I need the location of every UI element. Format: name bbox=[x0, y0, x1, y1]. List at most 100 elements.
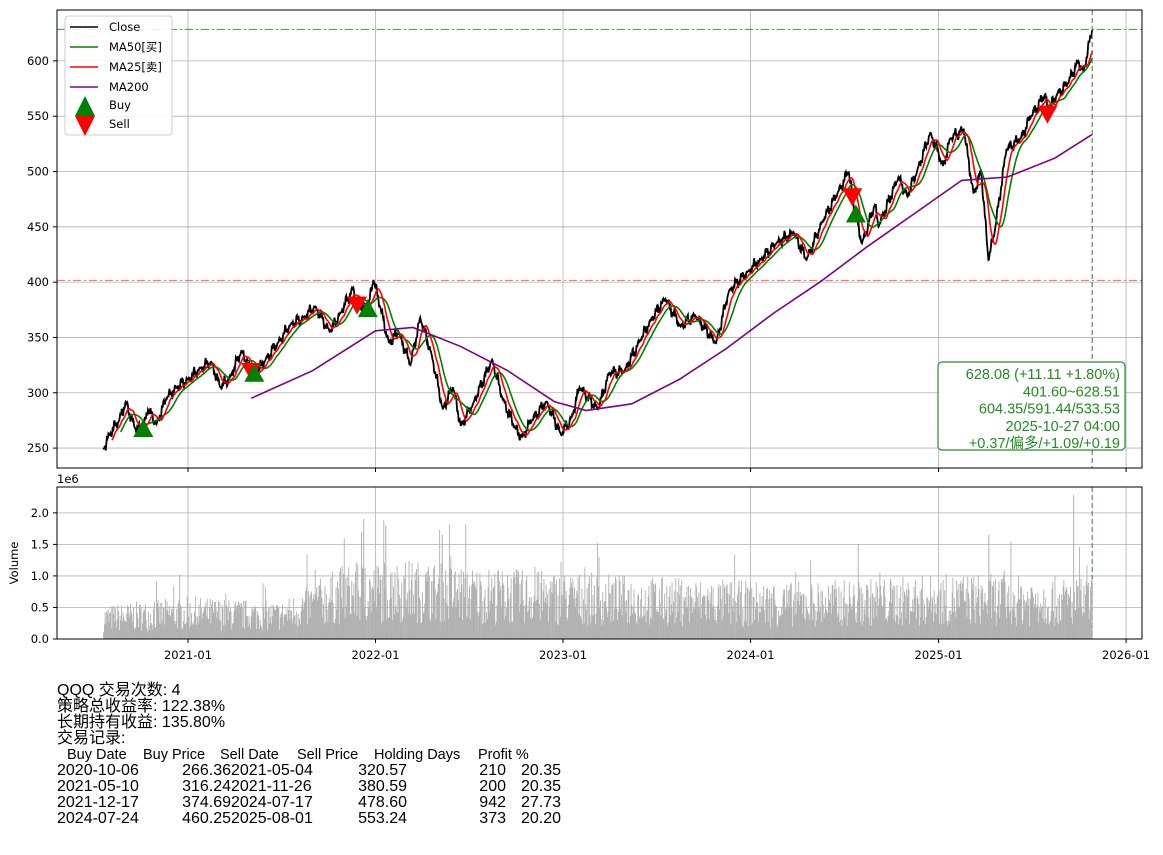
volume-bar bbox=[534, 566, 536, 639]
volume-bar bbox=[401, 583, 403, 639]
volume-bar bbox=[632, 606, 634, 639]
volume-bar bbox=[977, 575, 979, 639]
volume-bar bbox=[1042, 619, 1044, 639]
legend-label: MA25[卖] bbox=[109, 60, 162, 74]
volume-bar bbox=[203, 608, 205, 639]
volume-bar bbox=[652, 577, 654, 639]
volume-bar bbox=[1050, 620, 1051, 639]
volume-bar bbox=[884, 596, 886, 639]
volume-bar bbox=[271, 604, 273, 639]
volume-bar bbox=[420, 622, 422, 639]
volume-bar bbox=[512, 621, 514, 639]
volume-bar bbox=[1041, 605, 1043, 639]
volume-bar bbox=[642, 615, 644, 639]
volume-bar bbox=[1006, 592, 1008, 639]
volume-bar bbox=[708, 600, 709, 639]
volume-bar bbox=[510, 593, 511, 639]
volume-bar bbox=[687, 607, 689, 639]
volume-bar bbox=[1057, 597, 1059, 639]
volume-bar bbox=[946, 620, 948, 639]
volume-bar bbox=[1043, 589, 1045, 639]
volume-bar bbox=[987, 600, 989, 639]
volume-bar bbox=[588, 583, 590, 639]
volume-bar bbox=[373, 570, 375, 639]
volume-bar bbox=[577, 593, 578, 639]
volume-bar bbox=[922, 598, 924, 639]
volume-bar bbox=[372, 589, 374, 639]
volume-bar bbox=[1056, 606, 1057, 639]
volume-bar bbox=[826, 611, 828, 639]
volume-bar bbox=[199, 615, 201, 639]
volume-bar bbox=[1066, 588, 1068, 639]
volume-bar bbox=[521, 580, 522, 639]
volume-bar bbox=[1021, 624, 1023, 639]
volume-bar bbox=[991, 618, 993, 639]
volume-bar bbox=[998, 581, 1000, 639]
volume-bar bbox=[900, 586, 902, 639]
volume-bar bbox=[184, 624, 186, 639]
volume-bar bbox=[568, 604, 569, 639]
volume-bar bbox=[238, 601, 239, 639]
volume-bar bbox=[1019, 599, 1021, 639]
volume-bar bbox=[734, 601, 736, 639]
volume-bar bbox=[830, 593, 832, 639]
volume-bar bbox=[737, 587, 739, 639]
volume-bar bbox=[654, 584, 656, 639]
volume-bar bbox=[354, 613, 356, 639]
volume-bar bbox=[903, 602, 905, 639]
volume-bar bbox=[736, 602, 738, 639]
volume-bar bbox=[688, 622, 690, 639]
volume-bar bbox=[711, 607, 713, 639]
volume-bar bbox=[1047, 607, 1048, 639]
volume-bar bbox=[1049, 622, 1051, 639]
volume-bar bbox=[583, 623, 585, 639]
volume-bar bbox=[675, 578, 677, 639]
trade-cell: 2021-05-10 bbox=[57, 778, 139, 795]
volume-bar bbox=[340, 568, 341, 639]
volume-bar bbox=[387, 600, 388, 639]
volume-bar bbox=[608, 574, 610, 639]
volume-bar bbox=[1053, 625, 1055, 639]
volume-bar bbox=[292, 618, 294, 639]
trade-row: 2024-07-24 460.25 2025-08-01 553.24 373 20.20 bbox=[57, 811, 561, 827]
volume-bar bbox=[304, 602, 306, 639]
volume-bar bbox=[175, 621, 177, 639]
volume-bar bbox=[174, 624, 176, 639]
volume-bar bbox=[752, 623, 753, 639]
volume-bar bbox=[945, 605, 946, 639]
volume-bar bbox=[584, 567, 586, 639]
volume-bar bbox=[261, 631, 263, 639]
volume-bar bbox=[349, 586, 350, 639]
volume-bar bbox=[180, 605, 181, 639]
volume-bar bbox=[686, 586, 688, 639]
volume-bar bbox=[454, 574, 455, 639]
volume-bar bbox=[845, 603, 847, 639]
volume-bar bbox=[109, 612, 111, 639]
volume-bar bbox=[623, 584, 625, 639]
volume-bar bbox=[600, 600, 601, 639]
volume-bar bbox=[473, 584, 475, 639]
volume-bar bbox=[799, 592, 801, 639]
volume-bar bbox=[136, 612, 138, 639]
volume-bar bbox=[412, 613, 414, 639]
volume-bar bbox=[915, 618, 917, 639]
volume-bar bbox=[604, 601, 606, 639]
volume-bar bbox=[401, 621, 403, 639]
volume-bar bbox=[883, 586, 885, 639]
volume-bar bbox=[639, 618, 641, 639]
volume-bar bbox=[823, 618, 825, 639]
volume-bar bbox=[1083, 586, 1085, 639]
volume-bar bbox=[1010, 541, 1012, 639]
sell-marker bbox=[347, 296, 368, 315]
volume-bar bbox=[570, 577, 572, 639]
volume-bar bbox=[828, 599, 830, 639]
volume-bar bbox=[336, 609, 338, 639]
volume-bar bbox=[472, 570, 473, 639]
volume-bar bbox=[968, 592, 969, 639]
volume-bar bbox=[357, 564, 359, 639]
volume-bar bbox=[164, 624, 166, 639]
volume-bar bbox=[707, 588, 709, 639]
trade-cell: 478.60 bbox=[358, 794, 407, 811]
volume-bar bbox=[200, 608, 202, 639]
volume-bar bbox=[371, 589, 373, 639]
